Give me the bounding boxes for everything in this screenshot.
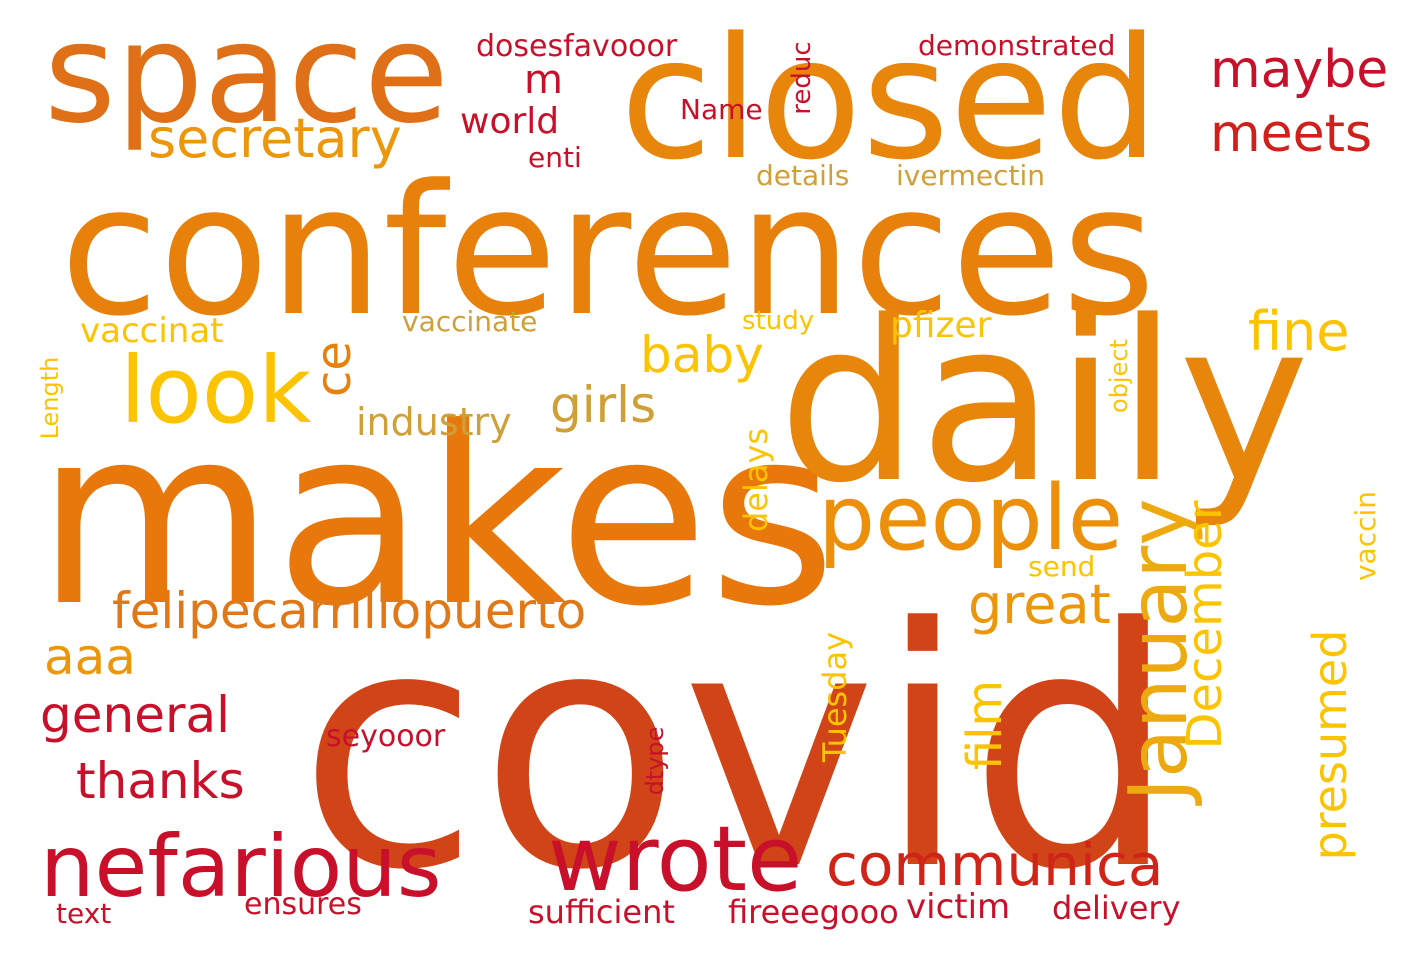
word-reduc: reduc [787,41,817,115]
word-vaccinate: vaccinate [402,305,538,338]
word-dosesfavooor: dosesfavooor [476,29,678,64]
word-ensures: ensures [244,887,362,922]
word-m: m [524,57,563,103]
word-girls: girls [550,376,657,434]
word-fine: fine [1248,300,1350,363]
word-daily: daily [778,274,1310,532]
word-aaa: aaa [44,628,136,686]
word-sufficient: sufficient [528,893,675,931]
word-meets: meets [1210,104,1373,164]
word-world: world [460,101,560,142]
word-baby: baby [640,326,764,384]
word-enti: enti [528,141,582,174]
word-delays: delays [737,427,775,533]
word-nefarious: nefarious [40,817,442,917]
word-study: study [742,306,815,336]
word-presumed: presumed [1303,629,1357,861]
word-fireeegooo: fireeegooo [728,893,899,931]
word-send: send [1028,550,1096,583]
word-Length: Length [36,356,64,440]
word-space: space [44,0,449,154]
word-text: text [56,897,112,930]
word-closed: closed [620,1,1160,197]
word-Name: Name [680,93,763,126]
word-delivery: delivery [1052,889,1181,927]
word-secretary: secretary [148,107,402,170]
word-conferences: conferences [60,147,1156,356]
word-vaccin: vaccin [1349,490,1382,582]
word-Tuesday: Tuesday [816,631,854,763]
word-victim: victim [906,887,1011,927]
word-look: look [120,337,312,444]
word-makes: makes [36,375,837,660]
word-great: great [968,573,1111,636]
word-maybe: maybe [1210,40,1389,100]
word-vaccinat: vaccinat [80,311,224,351]
word-communica: communica [826,831,1164,899]
word-object: object [1105,339,1133,413]
word-wrote: wrote [548,807,803,912]
word-felipecarrillopuerto: felipecarrillopuerto [112,582,587,640]
word-general: general [40,686,231,744]
word-thanks: thanks [76,752,245,810]
word-seyooor: seyooor [326,719,446,754]
word-ivermectin: ivermectin [896,159,1045,192]
word-film: film [957,679,1013,771]
word-demonstrated: demonstrated [918,29,1116,62]
word-dtype: dtype [641,726,669,796]
word-ce: ce [306,341,362,397]
word-December: December [1177,500,1233,750]
word-pfizer: pfizer [890,305,992,346]
word-details: details [756,159,850,192]
word-people: people [818,466,1124,571]
word-covid: covid [298,558,1178,942]
word-industry: industry [356,400,512,444]
